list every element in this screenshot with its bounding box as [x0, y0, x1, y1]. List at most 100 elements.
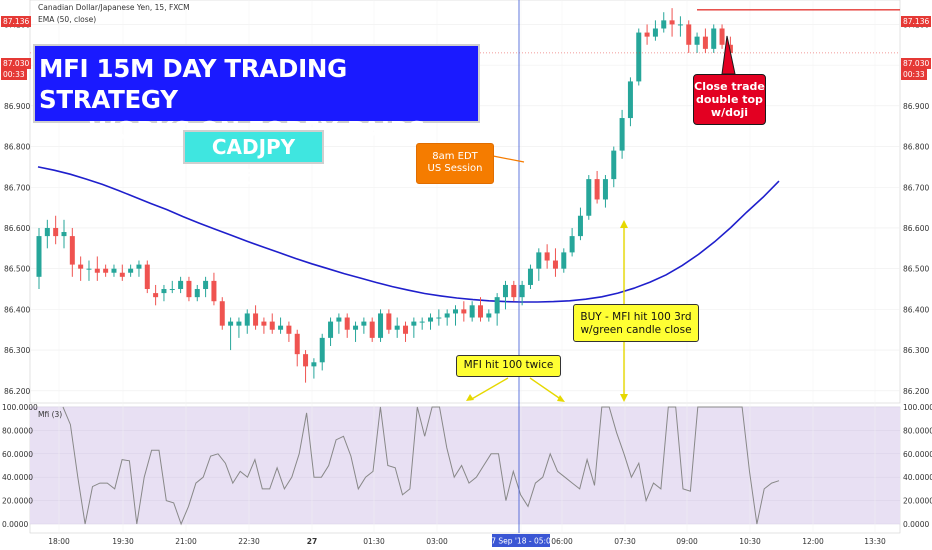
candle-body: [569, 236, 575, 253]
candle-body: [336, 317, 342, 322]
candle-body: [727, 44, 733, 53]
mfi-series-line: [62, 406, 780, 526]
ema-line: [37, 166, 780, 303]
candle-body: [144, 264, 150, 290]
candle-body: [111, 268, 117, 273]
candle-body: [661, 20, 667, 29]
candle-body: [602, 179, 608, 200]
candle-body: [461, 309, 467, 314]
candle-body: [78, 264, 84, 269]
candle-body: [303, 354, 309, 367]
candle-body: [328, 321, 334, 338]
time-tick: 19:30: [112, 537, 134, 546]
candle-body: [444, 313, 450, 318]
candle-body: [278, 325, 284, 330]
mfi-axis[interactable]: 100.0000 100.0000 80.0000 80.0000 60.0000 60.…: [2, 403, 932, 529]
time-tick: 21:00: [175, 537, 197, 546]
price-axis[interactable]: 87.10087.10087.00087.00086.90086.90086.8…: [4, 20, 929, 395]
mfi-twice-arrowhead-left: [466, 394, 474, 401]
mfi-tick-right: 0.0000: [903, 520, 929, 529]
candle-body: [69, 236, 75, 265]
candle-body: [436, 317, 442, 319]
candle-body: [552, 260, 558, 269]
us-session-pointer: [492, 155, 525, 163]
close-line-2: double top: [696, 93, 763, 106]
candle-body: [378, 313, 384, 338]
candle-body: [194, 289, 200, 298]
candle-body: [694, 36, 700, 45]
close-trade-callout[interactable]: Close trade double top w/doji: [693, 74, 766, 125]
ema-50-line: [37, 166, 780, 303]
us-session-callout[interactable]: 8am EDT US Session: [416, 143, 494, 184]
price-tick-right: 86.500: [903, 265, 929, 274]
candle-body: [619, 118, 625, 151]
buy-line-1: BUY - MFI hit 100 3rd: [580, 311, 692, 323]
buy-callout[interactable]: BUY - MFI hit 100 3rd w/green candle clo…: [573, 304, 699, 342]
candle-body: [511, 284, 517, 298]
price-tick-left: 86.900: [4, 102, 30, 111]
candle-body: [469, 305, 475, 318]
candle-body: [286, 325, 292, 334]
price-tick-left: 86.500: [4, 265, 30, 274]
candle-body: [269, 321, 275, 330]
candle-body: [711, 28, 717, 49]
mfi-twice-callout[interactable]: MFI hit 100 twice: [456, 355, 561, 377]
price-tick-right: 86.900: [903, 102, 929, 111]
price-tick-left: 86.600: [4, 224, 30, 233]
candle-body: [178, 280, 184, 290]
right-price-tag: 87.030: [901, 58, 932, 69]
candle-body: [244, 313, 250, 326]
close-line-1: Close trade: [694, 80, 765, 93]
candle-body: [203, 280, 209, 290]
candle-body: [386, 313, 392, 330]
buy-arrowhead-down: [620, 394, 628, 402]
time-tick: 12:00: [802, 537, 824, 546]
candle-body: [186, 280, 192, 298]
candle-body: [477, 305, 483, 318]
mfi-tick-left: 20.0000: [2, 497, 33, 506]
right-resistance-tag: 87.136: [901, 16, 932, 27]
candle-body: [253, 313, 259, 326]
time-tick: 07:30: [614, 537, 636, 546]
us-session-line-2: US Session: [427, 163, 483, 174]
candle-body: [677, 24, 683, 26]
pair-annotation[interactable]: CADJPY 15M: [183, 130, 324, 189]
candle-body: [611, 150, 617, 180]
mfi-line: [62, 406, 780, 526]
candle-body: [211, 280, 217, 302]
price-tick-left: 86.700: [4, 183, 30, 192]
mfi-twice-arrowhead-right: [557, 395, 565, 402]
left-timer-tag: 00:33: [1, 69, 27, 80]
candle-body: [561, 252, 567, 269]
title-annotation[interactable]: MFI 15M DAY TRADING STRATEGY WORKS ON FO…: [33, 44, 480, 145]
candle-body: [219, 301, 225, 326]
time-tick: 27: [307, 537, 317, 546]
time-tick: 01:30: [363, 537, 385, 546]
time-axis[interactable]: 18:00 19:30 21:00 22:30 27 01:30 03:00 27 Sep '…: [48, 534, 886, 547]
time-tick: 10:30: [739, 537, 761, 546]
candle-body: [411, 321, 417, 326]
candle-body: [577, 215, 583, 237]
mfi-tick-left: 80.0000: [2, 426, 33, 435]
price-tick-right: 86.200: [903, 387, 929, 396]
candle-body: [36, 236, 42, 277]
candle-body: [669, 20, 675, 25]
candles-layer: [36, 8, 733, 383]
candle-body: [53, 227, 59, 237]
left-resistance-tag: 87.136: [1, 16, 32, 27]
candle-body: [361, 321, 367, 326]
candle-body: [453, 309, 458, 314]
candle-body: [344, 317, 350, 330]
candle-body: [61, 232, 67, 237]
candle-body: [403, 325, 409, 334]
candle-body: [353, 325, 359, 330]
candle-body: [86, 268, 92, 270]
candle-body: [719, 28, 725, 45]
price-tick-right: 86.400: [903, 305, 929, 314]
time-tick: 18:00: [48, 537, 70, 546]
us-session-line-1: 8am EDT: [432, 151, 478, 162]
candle-body: [527, 268, 533, 285]
mfi-band-fill: [30, 407, 900, 524]
mfi-tick-left: 0.0000: [2, 520, 28, 529]
time-tick: 09:00: [676, 537, 698, 546]
